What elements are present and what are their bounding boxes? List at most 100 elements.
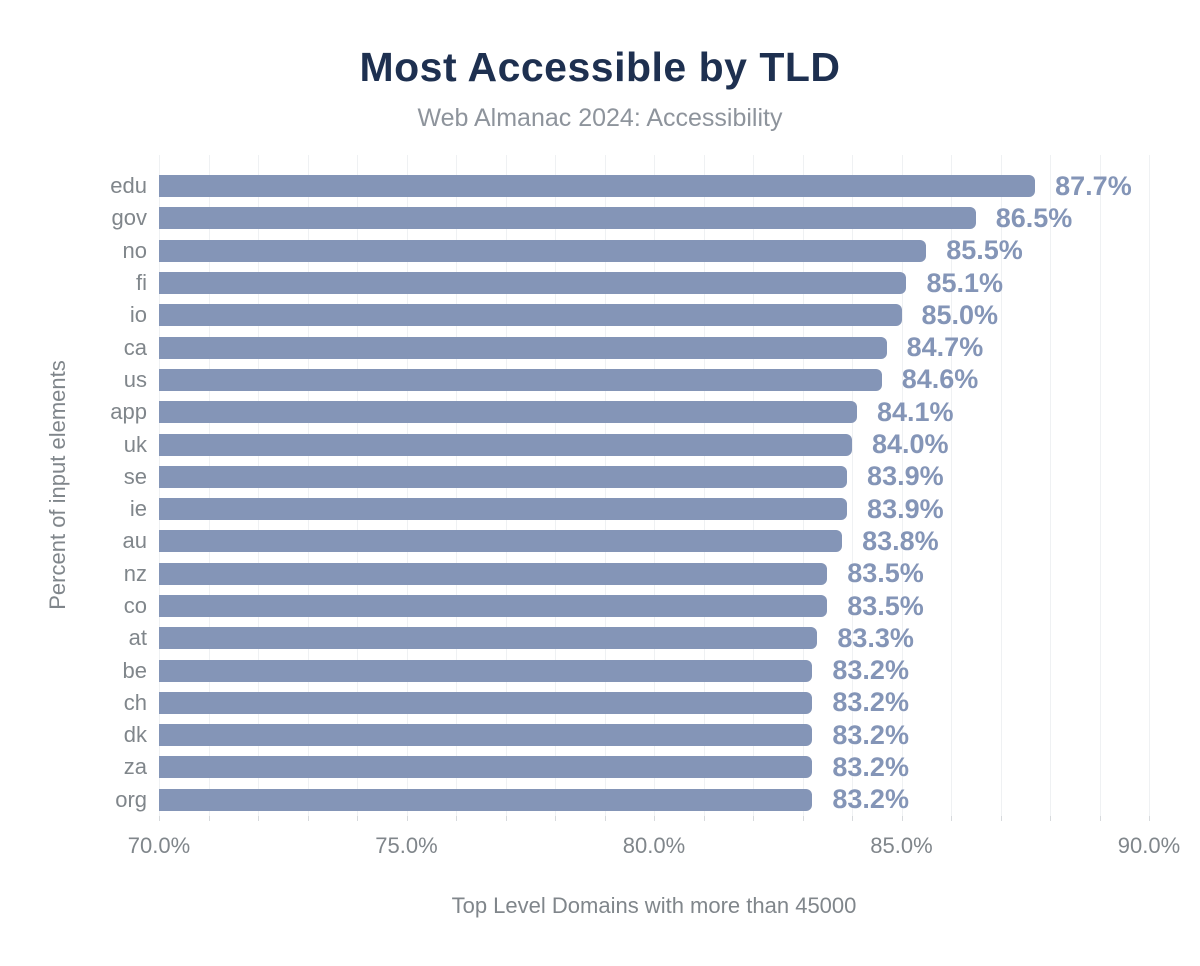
value-label: 83.3% (837, 622, 914, 653)
category-label: ie (129, 496, 147, 522)
bar-row: nz 83.5% (124, 558, 1149, 590)
category-label: edu (110, 173, 147, 199)
bar-row: fi 85.1% (136, 267, 1149, 299)
bar-row: ca 84.7% (124, 331, 1149, 363)
tick-mark (1000, 816, 1002, 821)
bar-rows: edu 87.7% gov 86.5% no 85.5% fi 85.1% io 85.0% ca 8… (110, 170, 1149, 816)
value-label: 83.2% (832, 719, 909, 750)
bar (159, 530, 843, 553)
bar-row: edu 87.7% (110, 170, 1149, 202)
value-label: 83.9% (867, 461, 944, 492)
category-label: dk (123, 722, 147, 748)
value-label: 86.5% (995, 202, 1073, 233)
x-tick-label: 80.0% (622, 833, 686, 858)
bar (159, 239, 927, 262)
gridline (1149, 155, 1150, 816)
value-label: 83.2% (832, 687, 909, 718)
value-label: 83.2% (832, 784, 909, 815)
bar (159, 465, 848, 488)
value-label: 83.9% (867, 493, 944, 524)
value-label: 83.5% (847, 558, 924, 589)
bar-row: uk 84.0% (124, 428, 1149, 460)
value-label: 85.1% (926, 267, 1003, 298)
bar (159, 562, 828, 585)
tick-mark (258, 816, 259, 821)
category-label: io (129, 302, 147, 328)
tick-mark (1099, 816, 1101, 821)
bar (159, 272, 907, 295)
bar (159, 659, 813, 682)
plot-area: edu 87.7% gov 86.5% no 85.5% fi 85.1% io 85.0% ca 8… (110, 155, 1150, 821)
tick-mark (307, 816, 309, 821)
category-label: co (123, 593, 147, 618)
bar-row: be 83.2% (123, 654, 1149, 686)
category-label: uk (123, 431, 147, 457)
tick-mark (802, 816, 804, 821)
bar-row: ch 83.2% (124, 687, 1149, 719)
bar (159, 433, 852, 456)
x-axis-title: Top Level Domains with more than 45000 (451, 893, 857, 918)
bar (159, 691, 813, 714)
x-tick-label: 90.0% (1117, 833, 1181, 858)
category-label: no (122, 237, 147, 263)
gridline (852, 155, 853, 816)
bar (159, 304, 902, 327)
value-label: 83.2% (832, 751, 909, 782)
bar (159, 788, 813, 811)
bar (159, 595, 828, 617)
bar-row: dk 83.2% (124, 719, 1149, 751)
tick-mark (456, 816, 457, 821)
bar (159, 724, 813, 747)
bar-row: za 83.2% (124, 751, 1149, 783)
gridline (1000, 155, 1002, 816)
bar-row: us 84.6% (124, 364, 1149, 396)
tick-mark (604, 816, 606, 821)
bar-row: org 83.2% (115, 784, 1149, 816)
chart-title: Most Accessible by TLD (359, 44, 841, 90)
bar (159, 756, 813, 779)
category-label: org (115, 786, 147, 812)
bar (159, 175, 1036, 198)
category-label: gov (111, 205, 147, 231)
category-label: fi (136, 270, 147, 296)
bar-row: no 85.5% (123, 235, 1149, 267)
tick-mark (703, 816, 705, 821)
tick-mark (901, 816, 903, 821)
value-label: 87.7% (1055, 170, 1132, 201)
value-label: 83.8% (862, 525, 939, 556)
bar-row: at 83.3% (129, 622, 1149, 654)
tick-mark (852, 816, 853, 821)
value-label: 83.2% (832, 655, 909, 686)
category-label: app (110, 399, 147, 425)
category-label: ch (123, 689, 147, 715)
tick-mark (159, 816, 160, 821)
value-label: 85.5% (946, 235, 1023, 266)
category-label: nz (123, 560, 147, 586)
value-label: 84.0% (872, 429, 949, 460)
bar-row: gov 86.5% (112, 202, 1149, 234)
bar (159, 336, 887, 359)
category-label: at (128, 625, 147, 651)
value-label: 84.6% (901, 364, 979, 395)
bar-row: au 83.8% (123, 525, 1149, 557)
category-label: ca (123, 334, 147, 360)
tick-mark (505, 816, 507, 821)
tick-mark (951, 816, 952, 821)
x-tick-labels: 70.0% 75.0% 80.0% 85.0% 90.0% (128, 833, 1180, 859)
bar (159, 498, 848, 521)
tick-mark (753, 816, 754, 821)
gridline (1099, 155, 1101, 816)
value-label: 83.5% (847, 590, 924, 621)
tick-mark (555, 816, 556, 821)
category-label: au (122, 528, 147, 554)
category-label: be (122, 657, 147, 683)
value-label: 84.7% (906, 332, 984, 363)
bar-row: io 85.0% (130, 299, 1149, 331)
category-label: se (123, 463, 147, 489)
gridline (901, 155, 903, 816)
x-tick-label: 75.0% (375, 833, 438, 858)
x-tick-label: 85.0% (870, 833, 933, 858)
tick-mark (406, 816, 408, 821)
bar (159, 207, 976, 230)
